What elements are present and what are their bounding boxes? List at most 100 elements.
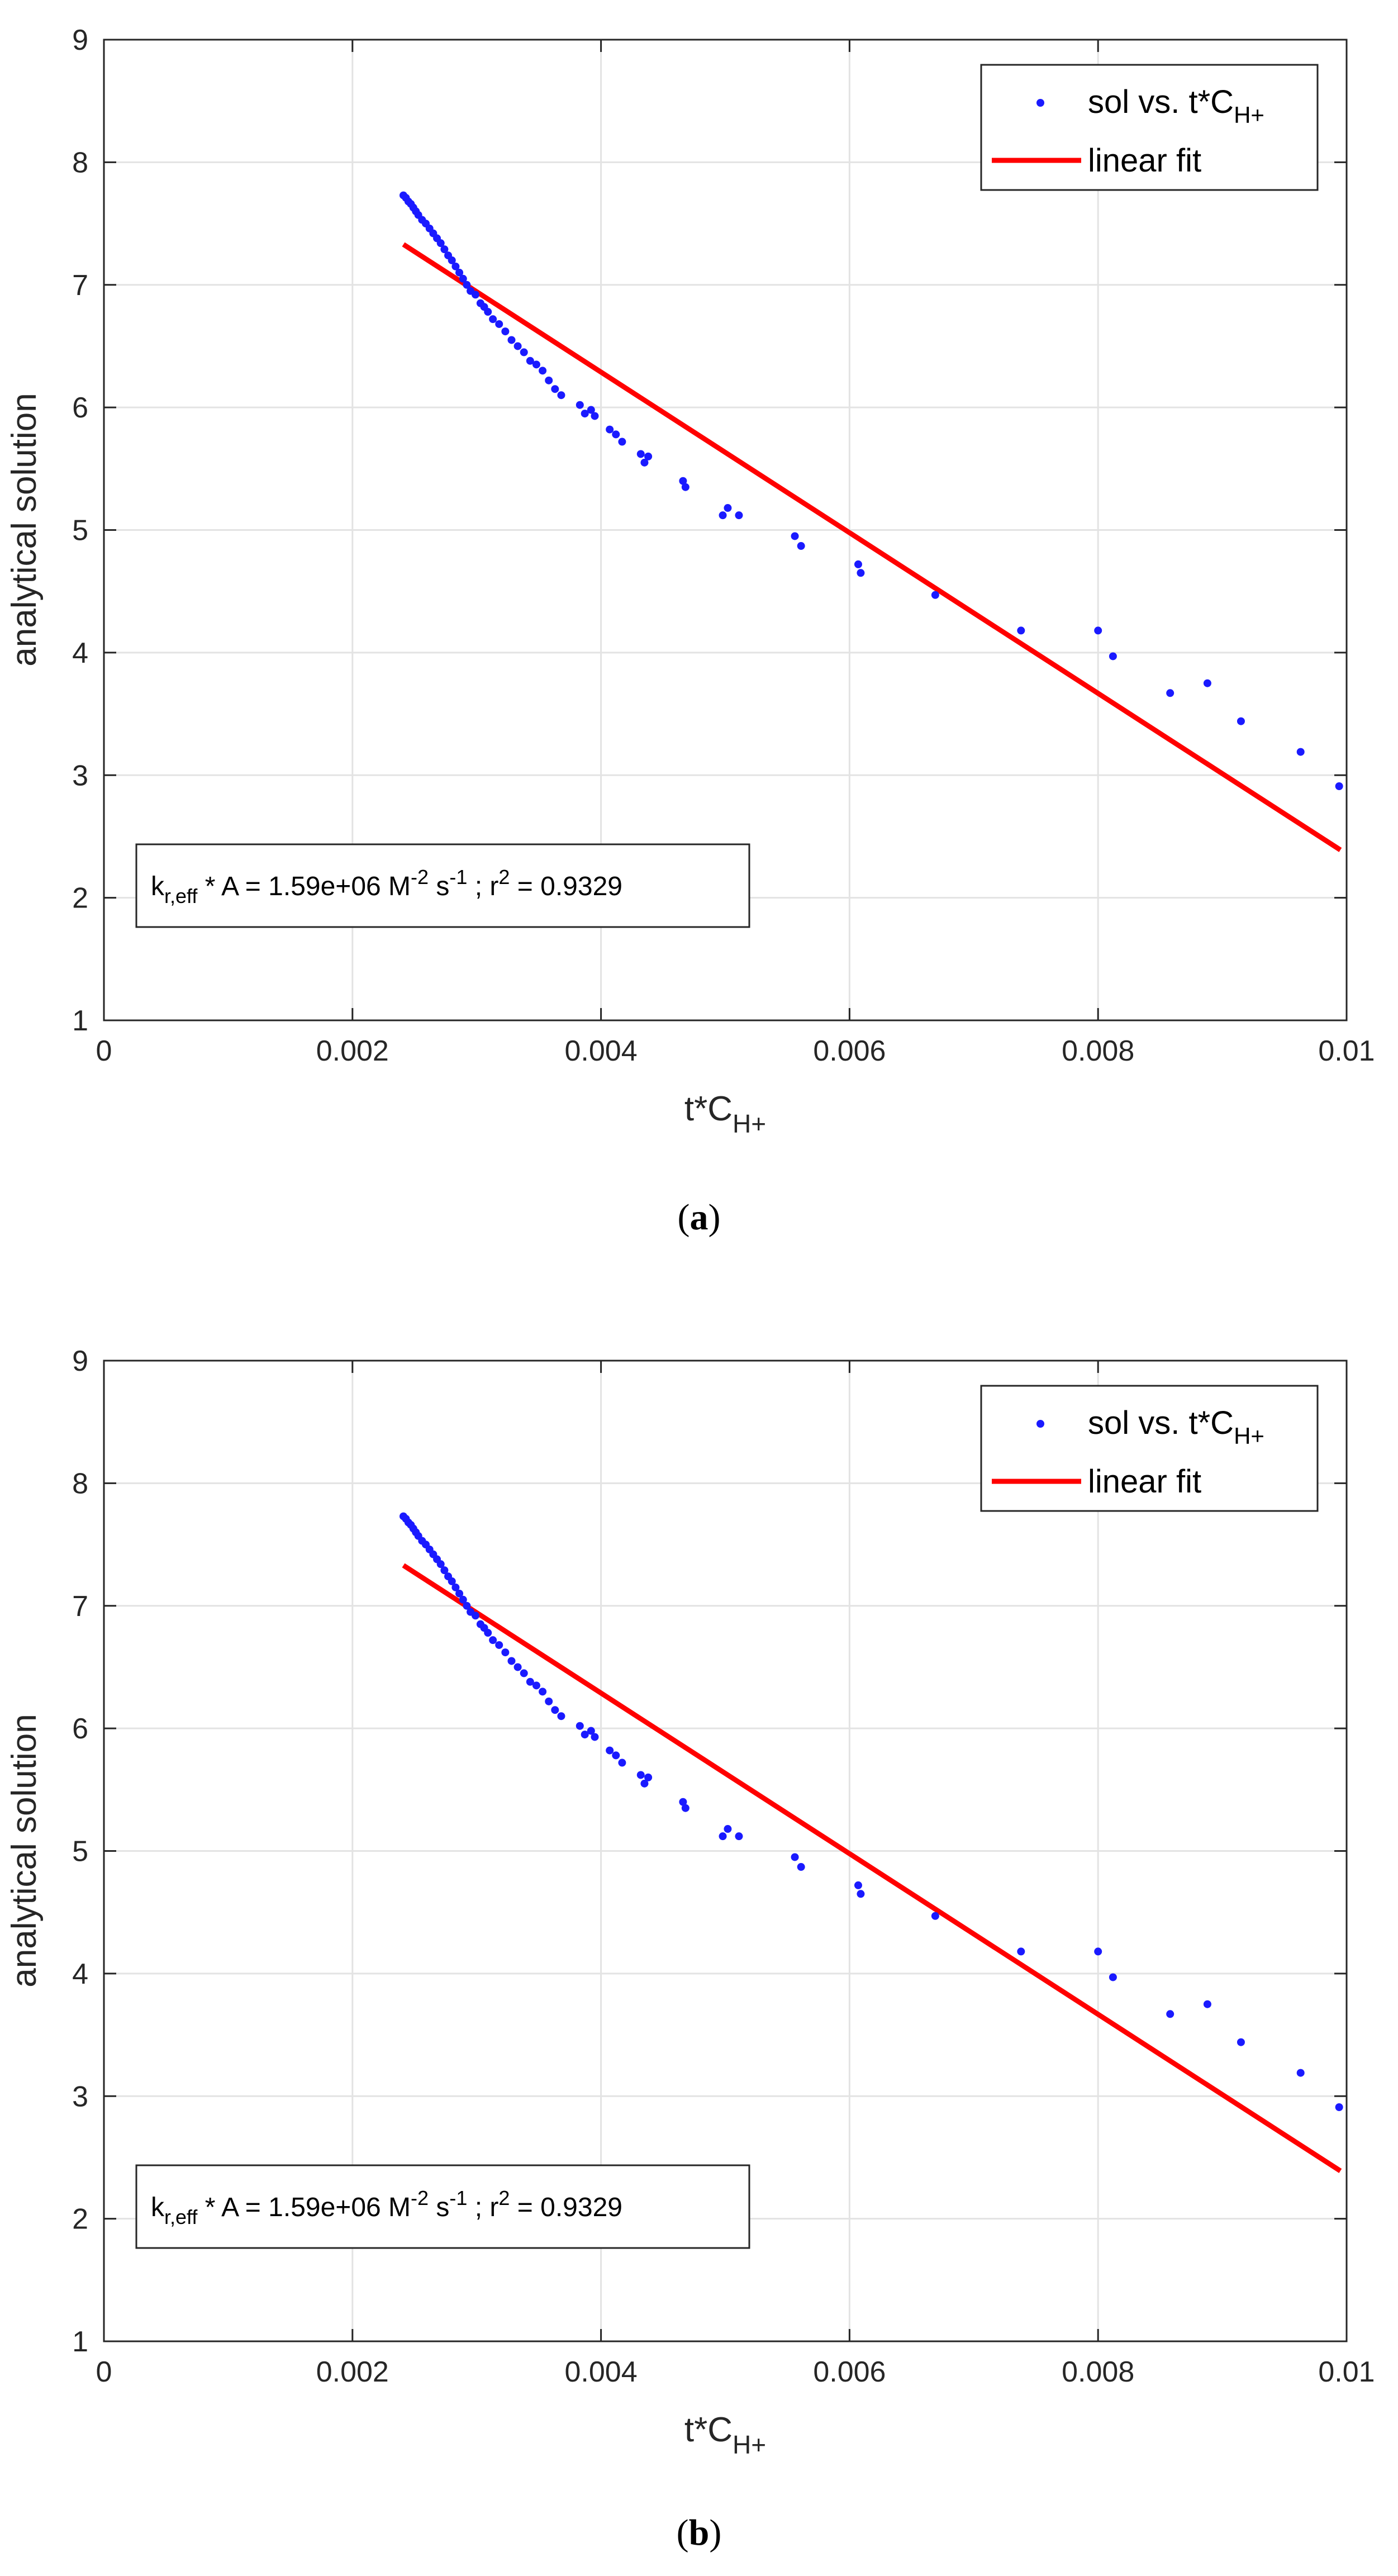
x-tick-label: 0.006 [813,2356,886,2388]
y-tick-label: 7 [72,269,88,302]
legend-scatter-marker [1036,1420,1044,1428]
data-point [857,569,865,577]
data-point [1296,2069,1305,2077]
data-point [581,410,589,418]
data-point [451,1583,460,1591]
data-point [513,1663,522,1671]
data-point [636,450,645,458]
data-point [679,1798,687,1806]
data-point [539,367,547,375]
data-point [724,504,732,512]
data-point [484,1629,492,1637]
data-point [1335,782,1343,790]
data-point [459,1595,467,1604]
legend-scatter-label: sol vs. t*CH+ [1088,1405,1264,1449]
y-tick-label: 2 [72,882,88,915]
data-point [1017,1947,1025,1956]
y-tick-label: 3 [72,759,88,792]
data-point [526,357,534,365]
data-point [854,560,862,568]
data-point [640,458,649,467]
data-point [545,376,553,384]
data-point [644,452,653,460]
annotation-box [135,2164,750,2249]
data-point [463,281,471,289]
y-tick-label: 3 [72,2080,88,2113]
data-point [581,1731,589,1739]
annotation-box [135,843,750,928]
data-point [495,320,503,328]
data-point [612,430,620,439]
annotation-text: kr,eff * A = 1.59e+06 M-2 s-1 ; r2 = 0.9… [151,866,622,907]
x-tick-label: 0.004 [565,1035,638,1067]
data-point [520,348,528,357]
data-point [526,1677,534,1686]
data-point [489,1636,497,1645]
data-point [587,1727,595,1735]
data-point [484,308,492,316]
data-point [451,262,460,270]
data-point [576,401,584,409]
data-point [539,1688,547,1696]
y-tick-label: 5 [72,1836,88,1868]
data-point [1166,2010,1174,2018]
data-point [1296,748,1305,756]
linear-fit-line [402,242,1342,852]
annotation-text: kr,eff * A = 1.59e+06 M-2 s-1 ; r2 = 0.9… [151,2187,622,2228]
data-point [1109,1973,1117,1981]
data-point [854,1881,862,1889]
data-point [931,591,939,599]
y-tick-label: 6 [72,1713,88,1745]
data-point [735,511,743,520]
data-point [448,256,456,264]
data-point [532,1681,540,1690]
y-tick-label: 5 [72,515,88,547]
y-tick-label: 7 [72,1590,88,1623]
data-point [1237,717,1245,725]
data-point [791,532,799,540]
data-point [1094,626,1102,635]
data-point [501,327,510,336]
data-point [520,1669,528,1677]
x-tick-label: 0.006 [813,1035,886,1067]
data-point [436,1560,445,1569]
data-point [436,239,445,248]
data-point [679,477,687,485]
x-tick-label: 0.01 [1318,1035,1375,1067]
data-point [591,1733,599,1741]
y-axis-label: analytical solution [5,1714,44,1987]
data-point [513,342,522,350]
data-point [1094,1947,1102,1956]
x-tick-label: 0.004 [565,2356,638,2388]
data-point [644,1773,653,1781]
data-point [1203,2000,1211,2008]
legend-fit-label: linear fit [1088,1463,1201,1500]
data-point [489,315,497,324]
legend-fit-label: linear fit [1088,142,1201,179]
chart-panel-b: 0 0.002 0.004 0.006 0.008 0.01 1 2 3 4 5 6 7 8 9 sol v… [5,1345,1375,2553]
data-point [507,336,516,344]
fit-annotation: kr,eff * A = 1.59e+06 M-2 s-1 ; r2 = 0.9… [135,2164,750,2249]
x-tick-label: 0.01 [1318,2356,1375,2388]
legend-box [980,64,1319,191]
data-point [471,1612,479,1620]
data-point [618,1758,626,1767]
data-point [501,1648,510,1657]
data-point [495,1641,503,1649]
legend: sol vs. t*CH+ linear fit [980,1385,1319,1512]
y-tick-label: 2 [72,2203,88,2236]
data-point [576,1722,584,1730]
data-point [440,1566,449,1575]
data-point [532,360,540,369]
data-point [636,1771,645,1779]
data-point [618,438,626,446]
x-tick-label: 0 [96,2356,112,2388]
y-tick-label: 8 [72,1467,88,1500]
x-tick-label: 0.002 [316,1035,389,1067]
x-tick-label: 0.002 [316,2356,389,2388]
data-point [440,245,449,254]
legend-scatter-label: sol vs. t*CH+ [1088,84,1264,128]
data-point [557,1712,565,1720]
data-point [545,1697,553,1705]
